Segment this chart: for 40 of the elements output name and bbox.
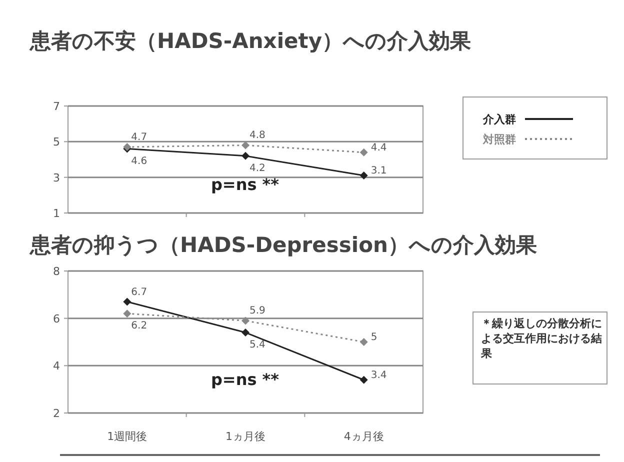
y-tick-label: 8 — [53, 265, 60, 278]
annotation: p=ns ** — [210, 175, 280, 194]
y-tick-label: 3 — [53, 171, 60, 184]
y-tick-label: 2 — [53, 407, 60, 420]
data-label: 4.4 — [370, 142, 387, 154]
legend-label: 介入群 — [482, 113, 516, 126]
data-label: 6.7 — [131, 286, 148, 298]
point — [360, 148, 368, 156]
data-label: 4.8 — [250, 130, 266, 142]
y-tick-label: 6 — [53, 312, 60, 326]
data-label: 3.1 — [370, 166, 387, 177]
annotation: p=ns ** — [210, 370, 280, 389]
y-tick-label: 5 — [53, 136, 60, 149]
legend-label: 対照群 — [482, 133, 516, 146]
y-tick-label: 7 — [53, 100, 60, 113]
data-label: 4.6 — [131, 156, 148, 167]
point — [123, 298, 132, 306]
x-tick-label: 1週間後 — [107, 430, 148, 443]
y-tick-label: 4 — [53, 360, 60, 373]
data-label: 5.4 — [250, 340, 266, 351]
point — [242, 328, 250, 337]
data-label: 5 — [370, 332, 378, 343]
chart-title: 患者の抑うつ（HADS-Depression）への介入効果 — [29, 233, 537, 257]
data-label: 4.7 — [131, 132, 148, 144]
x-tick-label: 1ヵ月後 — [226, 430, 266, 443]
point — [360, 338, 368, 346]
data-label: 5.9 — [250, 306, 266, 317]
chart-title: 患者の不安（HADS-Anxiety）への介入効果 — [29, 29, 472, 53]
data-label: 6.2 — [131, 320, 148, 332]
text: ＊繰り返しの分散分析による交互作用における結果 — [480, 316, 603, 361]
point — [242, 141, 250, 150]
x-tick-label: 4ヵ月後 — [344, 430, 384, 443]
point — [360, 172, 368, 180]
data-label: 4.2 — [250, 162, 266, 174]
point — [242, 152, 250, 160]
data-label: 3.4 — [370, 370, 387, 381]
point — [360, 376, 368, 384]
point — [242, 316, 250, 325]
y-tick-label: 1 — [53, 207, 60, 220]
point — [123, 310, 132, 318]
